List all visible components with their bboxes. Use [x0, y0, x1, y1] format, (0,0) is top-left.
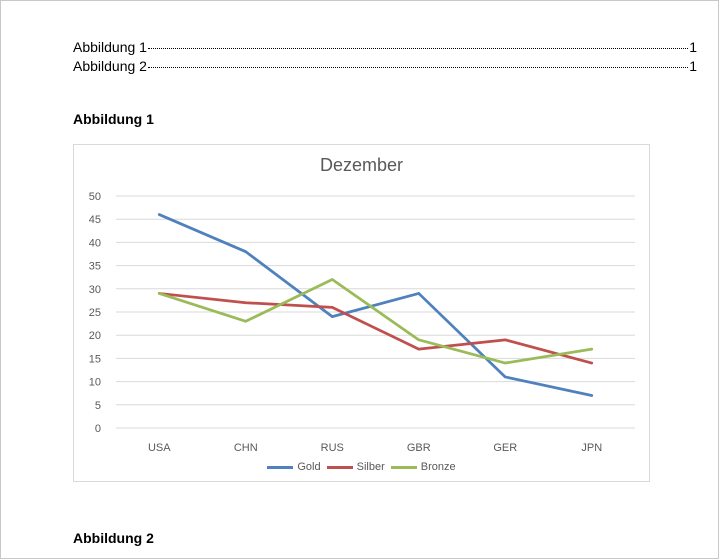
data-point — [504, 338, 507, 342]
y-tick-label: 20 — [89, 330, 101, 342]
toc-entry-label: Abbildung 1 — [73, 39, 147, 55]
data-point — [417, 347, 420, 351]
y-tick-label: 30 — [89, 284, 101, 296]
chart-legend: Gold Silber Bronze — [74, 461, 649, 473]
data-point — [244, 301, 247, 304]
toc-dot-leader — [147, 48, 689, 49]
data-point — [331, 315, 334, 318]
legend-label: Gold — [297, 461, 321, 473]
y-tick-label: 15 — [89, 353, 101, 365]
data-point — [417, 338, 420, 342]
x-tick-label: JPN — [581, 442, 602, 454]
toc-entry[interactable]: Abbildung 2 1 — [73, 57, 697, 76]
toc-entry-label: Abbildung 2 — [73, 58, 147, 74]
toc-entry-page: 1 — [689, 58, 697, 74]
x-tick-label: CHN — [234, 442, 258, 454]
legend-swatch — [326, 465, 353, 469]
y-tick-label: 45 — [89, 214, 101, 226]
y-tick-label: 35 — [89, 261, 101, 273]
y-tick-label: 10 — [89, 377, 101, 389]
figure-1-caption: Abbildung 1 — [73, 111, 154, 127]
data-point — [590, 361, 593, 365]
y-tick-label: 25 — [89, 307, 101, 319]
data-point — [244, 320, 247, 323]
legend-label: Silber — [356, 461, 385, 473]
chart-title: Dezember — [319, 155, 404, 175]
x-tick-label: USA — [148, 442, 171, 454]
data-point — [331, 278, 334, 281]
legend-item: Gold — [267, 461, 321, 473]
figure-2-caption: Abbildung 2 — [73, 530, 154, 546]
toc-entry[interactable]: Abbildung 1 1 — [73, 38, 697, 57]
data-point — [504, 375, 507, 379]
y-tick-label: 40 — [89, 237, 101, 249]
table-of-figures: Abbildung 1 1 Abbildung 2 1 — [73, 38, 697, 76]
series-line-bronze — [157, 278, 594, 365]
data-point — [590, 394, 593, 397]
x-tick-label: GBR — [407, 442, 431, 454]
data-point — [331, 306, 334, 309]
legend-label: Bronze — [420, 461, 456, 473]
legend-swatch — [390, 465, 417, 469]
legend-item: Silber — [326, 461, 385, 473]
data-point — [244, 250, 247, 253]
toc-entry-page: 1 — [689, 39, 697, 55]
toc-dot-leader — [147, 67, 689, 68]
data-point — [590, 347, 593, 351]
chart-plot-area: 0 5 10 15 20 25 30 35 40 45 50 USA CHN RUS GBR GER JPN — [89, 191, 635, 454]
line-chart[interactable]: Dezember 0 5 10 15 20 25 30 35 40 45 50 USA CHN RUS GB… — [73, 144, 650, 482]
series-line-gold — [157, 213, 594, 397]
x-tick-label: GER — [493, 442, 517, 454]
y-tick-label: 5 — [95, 400, 101, 412]
legend-item: Bronze — [390, 461, 456, 473]
legend-swatch — [267, 465, 294, 469]
y-tick-label: 0 — [95, 423, 101, 435]
data-point — [158, 213, 161, 216]
data-point — [158, 292, 161, 295]
series-line-silber — [157, 292, 594, 365]
y-tick-label: 50 — [89, 191, 101, 203]
data-point — [417, 292, 420, 295]
data-point — [504, 361, 507, 365]
x-tick-label: RUS — [321, 442, 344, 454]
